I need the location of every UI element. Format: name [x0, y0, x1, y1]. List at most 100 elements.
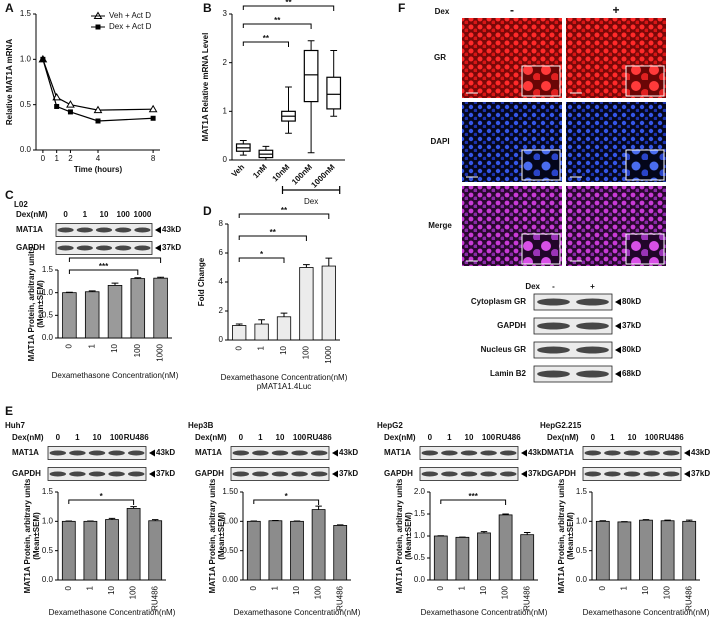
- blot-strip: [533, 365, 613, 383]
- error-bar: [315, 505, 322, 510]
- significance-label: *: [285, 492, 289, 501]
- significance-label: **: [263, 34, 270, 43]
- y-axis-label: MAT1A Protein, arbitrary units: [557, 478, 566, 593]
- panel-label: D: [203, 204, 212, 218]
- band: [108, 471, 125, 477]
- marker: [54, 103, 60, 109]
- size-label: 37kD: [528, 469, 547, 478]
- size-arrow: [615, 370, 621, 378]
- x-tick-label: 100: [302, 345, 311, 359]
- size-label: 43kD: [156, 448, 175, 457]
- bar: [62, 292, 77, 339]
- lane-label: 0: [56, 433, 61, 442]
- band: [95, 227, 113, 233]
- size-arrow: [332, 470, 338, 478]
- bar: [61, 520, 76, 581]
- blot-strip: [533, 341, 613, 359]
- micrographs: [462, 18, 666, 266]
- band: [421, 471, 439, 477]
- lane-label: 100: [645, 433, 659, 442]
- x-tick-label: 100: [133, 343, 142, 357]
- size-arrow: [615, 322, 621, 330]
- bar: [268, 520, 283, 581]
- y-tick-label: 1.0: [576, 516, 588, 525]
- significance-bracket: [238, 213, 330, 219]
- significance-bracket: [68, 257, 162, 263]
- inset: [625, 233, 665, 265]
- size-label: 80kD: [622, 345, 641, 354]
- error-bar: [130, 506, 137, 509]
- size-label: 43kD: [691, 448, 710, 457]
- significance-bracket: [238, 235, 307, 241]
- lane-label: 100: [482, 433, 496, 442]
- x-tick-label: 1nM: [251, 162, 269, 180]
- size-arrow: [521, 470, 527, 478]
- lane-label: -: [552, 282, 555, 291]
- y-tick-label: 6: [219, 248, 224, 257]
- bar: [130, 278, 146, 339]
- x-tick-label: 1000: [324, 345, 333, 363]
- inset: [625, 65, 665, 97]
- x-tick-label: 1: [54, 154, 59, 163]
- error-bar: [502, 513, 509, 515]
- y-tick-label: 1.5: [414, 509, 426, 518]
- lane-label: 10: [465, 433, 474, 442]
- y-tick-label: 1.50: [222, 487, 238, 496]
- marker: [150, 115, 156, 121]
- marker: [93, 105, 103, 114]
- x-tick-label: 1: [257, 345, 266, 350]
- y-axis-label: (Mean±SEM): [404, 512, 413, 560]
- x-tick-label: RU486: [335, 585, 344, 610]
- y-axis-label: (Mean±SEM): [32, 512, 41, 560]
- dex-label: Dex(nM): [547, 433, 579, 442]
- box: [303, 49, 319, 103]
- size-arrow: [615, 298, 621, 306]
- error-bar: [280, 312, 288, 317]
- blot-row-label: GAPDH: [547, 469, 576, 478]
- significance-bracket: [68, 269, 139, 275]
- blot-row-label: GAPDH: [384, 469, 413, 478]
- lane-label: RU486: [307, 433, 332, 442]
- x-tick-label: 0: [64, 585, 73, 590]
- error-bar: [480, 531, 488, 533]
- size-label: 80kD: [622, 297, 641, 306]
- band: [310, 450, 328, 456]
- error-bar: [151, 519, 159, 521]
- size-arrow: [615, 346, 621, 354]
- bar: [311, 509, 326, 581]
- y-tick-label: 0.0: [42, 575, 54, 584]
- y-axis-label: (Mean±SEM): [36, 280, 45, 328]
- size-label: 37kD: [622, 321, 641, 330]
- y-axis-label: MAT1A Protein, arbitrary units: [208, 478, 217, 593]
- x-axis-label: Dexamethasone Concentration(nM): [49, 608, 176, 617]
- y-tick-label: 0.50: [222, 546, 238, 555]
- x-tick-label: 1000nM: [309, 162, 336, 189]
- band: [499, 450, 517, 456]
- bar: [83, 520, 98, 581]
- whisker: [239, 151, 247, 156]
- whisker: [262, 145, 270, 151]
- y-tick-label: 2.0: [414, 487, 426, 496]
- band: [421, 450, 439, 456]
- box: [326, 76, 342, 110]
- x-tick-label: 0: [598, 585, 607, 590]
- y-axis-label: (Mean±SEM): [566, 512, 575, 560]
- lane-label: RU486: [659, 433, 684, 442]
- size-label: 37kD: [162, 243, 181, 252]
- error-bar: [336, 524, 344, 526]
- significance-label: *: [100, 492, 104, 501]
- y-tick-label: 3: [223, 9, 228, 18]
- bar: [660, 520, 675, 581]
- bar: [682, 520, 697, 581]
- band: [584, 471, 602, 477]
- x-axis-label: Dexamethasone Concentration(nM): [221, 373, 348, 382]
- x-tick-label: 100: [663, 585, 672, 599]
- band: [499, 471, 517, 477]
- y-tick-label: 1.00: [222, 516, 238, 525]
- x-tick-label: 1: [87, 343, 96, 348]
- error-bar: [157, 276, 165, 279]
- panel-label: F: [398, 1, 405, 15]
- cell-line-label: L02: [14, 200, 28, 209]
- y-tick-label: 4: [219, 277, 224, 286]
- bar: [148, 520, 163, 581]
